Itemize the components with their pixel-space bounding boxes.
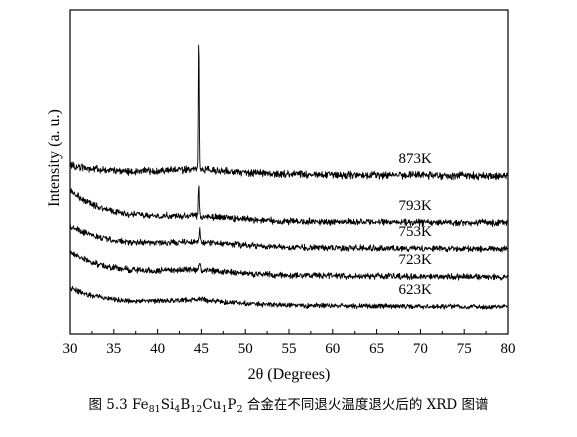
caption-subscript: 12 [190,404,203,415]
series-label-753K: 753K [399,224,433,240]
caption-element: Si [160,397,175,413]
series-line-753K [69,224,509,253]
caption-element: P [227,397,237,413]
series-line-873K [69,44,509,181]
series-line-623K [69,285,509,310]
x-tick-label: 60 [325,341,340,357]
x-axis-ticks: 30 35 40 45 50 55 60 65 70 75 80 [63,329,516,357]
series-label-793K: 793K [399,198,433,214]
x-tick-label: 50 [238,341,253,357]
caption-element: B [180,397,191,413]
caption-subscript: 4 [174,404,181,415]
x-tick-label: 80 [501,341,516,357]
x-tick-label: 65 [369,341,384,357]
series-labels: 873K 793K 753K 723K 623K [399,151,433,298]
series-layer [69,44,509,310]
x-tick-label: 30 [63,341,78,357]
xrd-chart: 30 35 40 45 50 55 60 65 70 75 80 873K 793K 753K 723K 6… [46,9,516,383]
x-tick-label: 35 [106,341,121,357]
series-label-873K: 873K [399,151,433,167]
x-tick-label: 75 [457,341,472,357]
x-axis-title: 2θ (Degrees) [248,366,331,383]
x-tick-label: 45 [194,341,209,357]
y-axis-title: Intensity (a. u.) [46,109,63,207]
x-tick-label: 40 [150,341,165,357]
series-line-793K [69,185,509,227]
caption-prefix: 图 5.3 Fe [88,397,149,413]
figure-caption: 图 5.3 Fe81Si4B12Cu1P2 合金在不同退火温度退火后的 XRD … [0,393,577,415]
caption-element: Cu [202,397,222,413]
series-label-723K: 723K [399,252,433,268]
x-tick-label: 55 [282,341,297,357]
caption-subscript: 1 [221,404,228,415]
x-tick-label: 70 [413,341,428,357]
caption-suffix: 合金在不同退火温度退火后的 XRD 图谱 [242,397,489,413]
series-line-723K [69,250,509,281]
series-label-623K: 623K [399,282,433,298]
caption-subscript: 81 [148,404,161,415]
caption-subscript: 2 [236,404,243,415]
